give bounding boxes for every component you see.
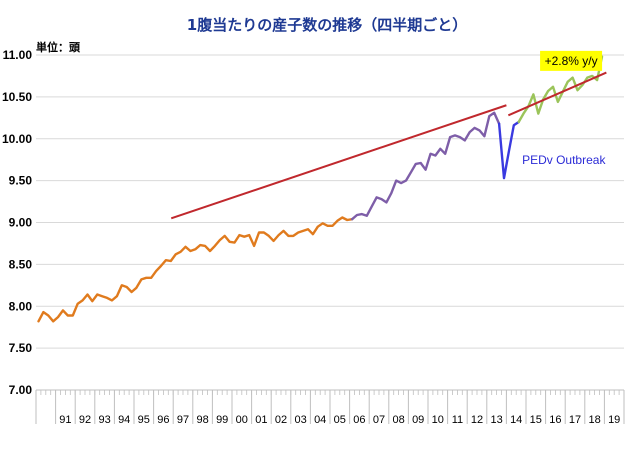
series-line-3 xyxy=(497,120,520,180)
y-tick-label: 11.00 xyxy=(3,48,33,62)
x-tick-label: 91 xyxy=(59,414,71,426)
x-tick-label: 08 xyxy=(392,414,404,426)
x-tick-label: 00 xyxy=(236,414,248,426)
x-tick-label: 02 xyxy=(275,414,287,426)
x-tick-label: 16 xyxy=(549,414,561,426)
trendline-2 xyxy=(507,71,607,117)
y-tick-label: 10.50 xyxy=(2,90,32,104)
y-tick-label: 8.50 xyxy=(9,257,33,271)
x-tick-label: 98 xyxy=(196,414,208,426)
x-tick-label: 04 xyxy=(314,414,326,426)
x-tick-label: 11 xyxy=(452,414,463,426)
x-tick-label: 13 xyxy=(490,414,502,426)
x-tick-label: 05 xyxy=(334,414,346,426)
y-tick-label: 9.50 xyxy=(9,174,33,188)
y-tick-label: 9.00 xyxy=(9,216,33,230)
annotation-label: PEDv Outbreak xyxy=(522,153,606,167)
x-tick-label: 97 xyxy=(177,414,189,426)
x-tick-label: 12 xyxy=(471,414,483,426)
x-tick-label: 07 xyxy=(373,414,385,426)
plot-layer: 7.00 7.50 8.00 8.50 9.00 9.50 10.00 10.50 11.00 9… xyxy=(2,48,625,426)
x-tick-label: 14 xyxy=(510,414,522,426)
x-tick-label: 93 xyxy=(98,414,110,426)
x-tick-label: 99 xyxy=(216,414,228,426)
x-tick-label: 09 xyxy=(412,414,424,426)
x-tick-label: 17 xyxy=(569,414,581,426)
x-tick-label: 06 xyxy=(353,414,365,426)
x-tick-label: 01 xyxy=(255,414,267,426)
y-tick-label: 8.00 xyxy=(9,299,33,313)
x-tick-label: 19 xyxy=(608,414,620,426)
unit-label: 単位：頭 xyxy=(36,40,81,54)
y-tick-label: 10.00 xyxy=(2,132,32,146)
x-tick-label: 18 xyxy=(588,414,600,426)
x-tick-label: 96 xyxy=(157,414,169,426)
annotation-badge-text: +2.8% y/y xyxy=(545,54,598,68)
x-tick-label: 92 xyxy=(79,414,91,426)
series-line-4 xyxy=(517,55,604,124)
trendline-1 xyxy=(170,104,507,220)
series-line-2 xyxy=(350,111,501,221)
x-tick-label: 15 xyxy=(530,414,542,426)
series-line-1 xyxy=(37,216,354,323)
y-tick-label: 7.50 xyxy=(9,341,33,355)
x-tick-label: 94 xyxy=(118,414,130,426)
x-tick-label: 03 xyxy=(294,414,306,426)
x-tick-label: 95 xyxy=(138,414,150,426)
annotation-box xyxy=(540,50,603,71)
y-tick-label: 7.00 xyxy=(9,383,33,397)
chart-title: 1腹当たりの産子数の推移（四半期ごと） xyxy=(187,16,467,34)
x-tick-label: 10 xyxy=(432,414,444,426)
